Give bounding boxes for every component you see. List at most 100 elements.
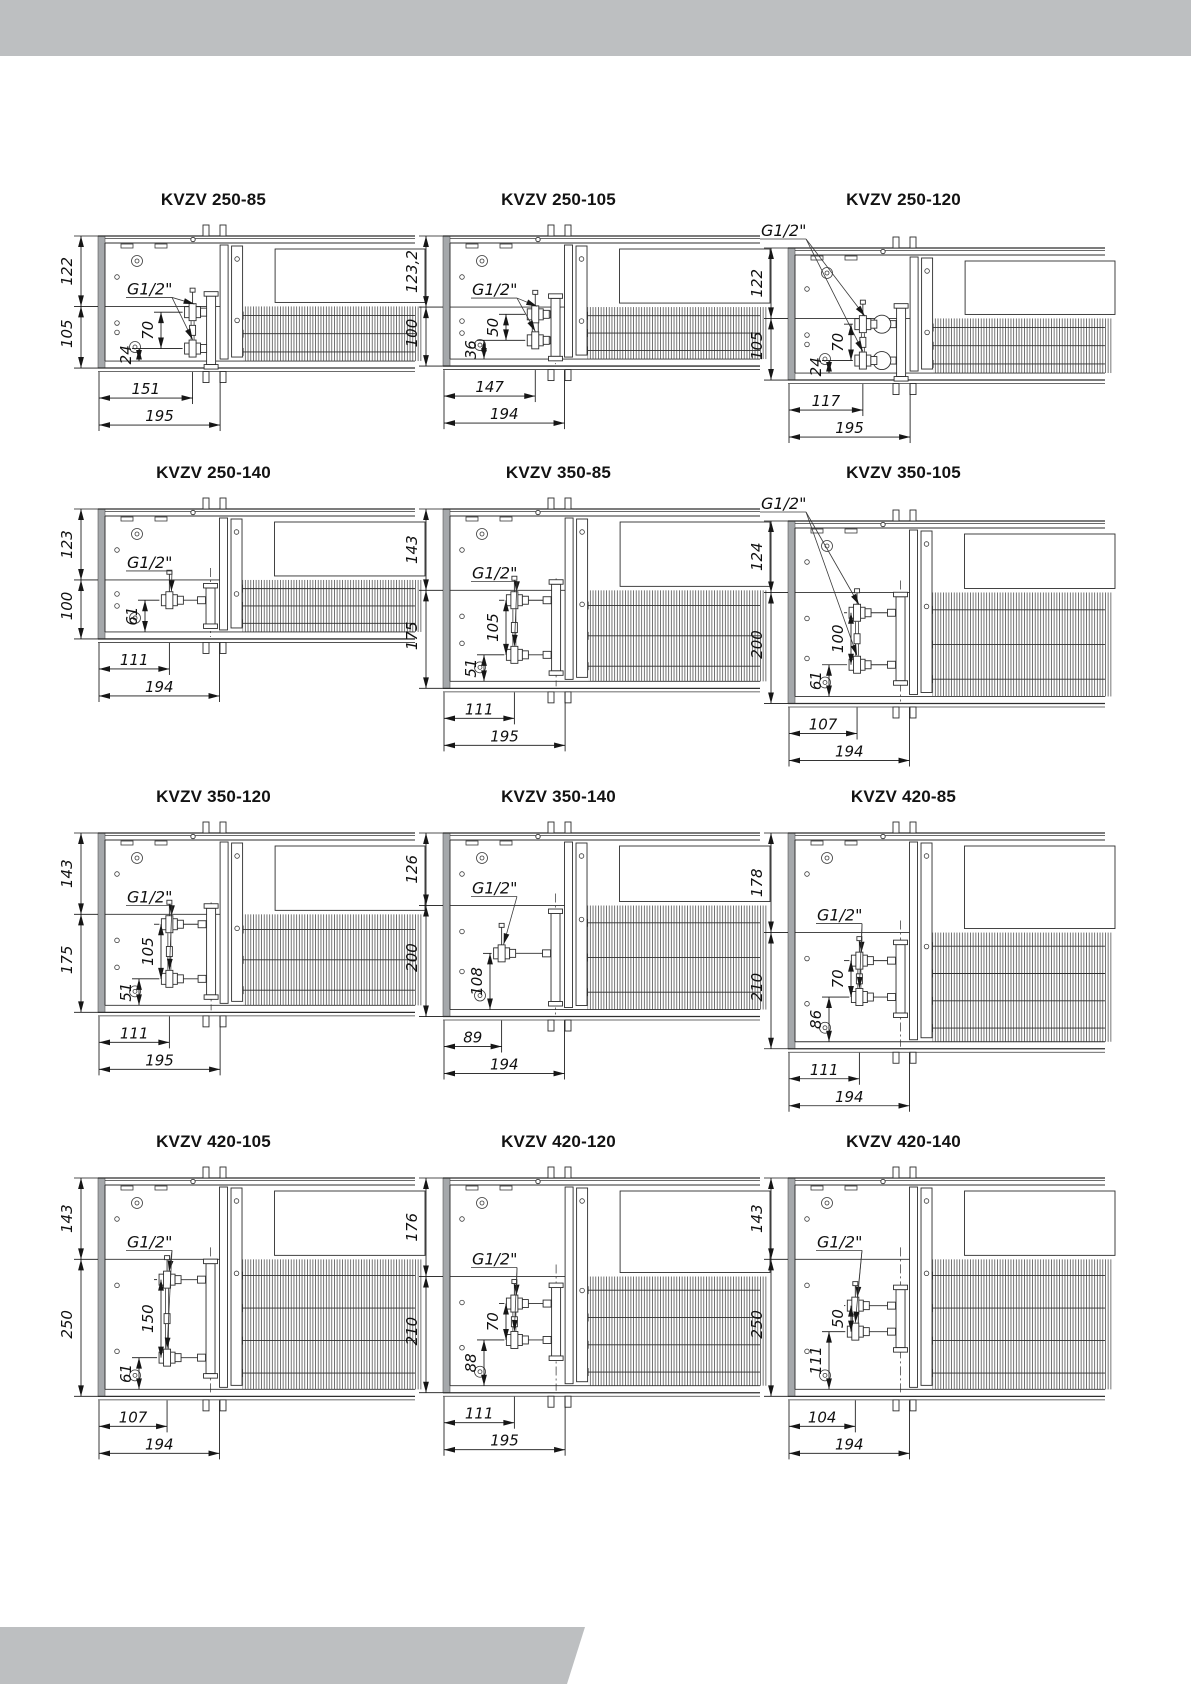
dim-label: 126 (403, 855, 421, 884)
dim-label: 143 (58, 859, 76, 888)
bracket (921, 257, 934, 370)
inner-dimensions: 70 86 (807, 960, 854, 1042)
screw-icon (819, 353, 831, 365)
dim-label: 147 (475, 378, 504, 396)
bottom-dimensions: 111 194 (788, 1052, 910, 1112)
hole (804, 332, 810, 338)
inner-dimensions: 108 (468, 952, 493, 1010)
thread-size-text: G1/2" (472, 280, 517, 299)
technical-drawing: G1/2" 126 200 108 89 194 (403, 821, 771, 1080)
leader-line (503, 896, 518, 945)
end-cap (787, 832, 796, 1050)
diagram-grid: KVZV 250-85 G1/2" 122 105 70 24 151 195 KVZV 2… (55, 190, 1116, 1479)
thread-label: G1/2" (816, 906, 865, 989)
drawing-holder: G1/2" 122 105 70 24 117 195 (745, 221, 1116, 447)
dim-label: 51 (117, 983, 135, 1002)
bottom-dimensions: 117 195 (788, 384, 911, 444)
bracket (576, 1187, 589, 1383)
mount-stub (909, 383, 917, 395)
hole (459, 1216, 465, 1222)
mount-stub (564, 1166, 572, 1179)
thread-label: G1/2" (760, 494, 860, 656)
mount-stub (219, 1399, 227, 1412)
diagram-cell: KVZV 350-85 G1/2" 143 175 105 51 111 195 (400, 463, 771, 787)
dim-label: 100 (58, 592, 76, 621)
end-plate (909, 529, 918, 695)
manifold (548, 1264, 564, 1391)
dim-label: 111 (465, 1405, 494, 1423)
drawing-holder: G1/2" 122 105 70 24 151 195 (55, 222, 426, 435)
outlet-valve (184, 339, 208, 358)
hole (459, 1299, 465, 1306)
inner-dimensions: 61 (123, 599, 160, 632)
dim-label: 143 (403, 535, 421, 564)
dim-label: 70 (829, 333, 847, 352)
mount-stub (202, 497, 210, 510)
hole (459, 274, 465, 280)
hole (114, 274, 120, 280)
screw-icon (474, 989, 486, 1002)
screw-icon (821, 540, 833, 552)
leader-line (516, 297, 538, 307)
outlet-valve (160, 969, 207, 988)
footer-shape (0, 1627, 585, 1684)
inlet-valve (526, 305, 552, 324)
bracket (230, 518, 243, 629)
end-plate (219, 244, 229, 360)
mount-stub (202, 224, 210, 237)
left-dimensions: 176 210 (403, 1177, 444, 1394)
inlet-valve (854, 314, 897, 334)
channel (442, 821, 771, 1032)
dim-label: 105 (484, 613, 502, 642)
diagram-title: KVZV 250-120 (846, 190, 961, 209)
channel (97, 497, 426, 654)
end-cap (442, 1177, 451, 1394)
bracket (920, 530, 933, 693)
mount-stub (564, 497, 572, 510)
dim-label: 100 (829, 624, 847, 653)
hole (804, 655, 810, 662)
dim-label: 117 (812, 392, 841, 410)
air-duct (274, 845, 426, 911)
dim-label: 143 (58, 1204, 76, 1233)
manifold (203, 567, 218, 637)
bracket (920, 1187, 933, 1386)
dim-label: 195 (490, 1432, 519, 1450)
screw-icon (821, 267, 833, 279)
dim-label: 210 (403, 1317, 421, 1346)
diagram-title: KVZV 350-105 (846, 463, 961, 482)
left-dimensions: 124 200 (748, 520, 789, 704)
hole (114, 603, 120, 609)
dim-label: 195 (490, 727, 519, 745)
air-duct (619, 248, 771, 304)
bottom-dimensions: 111 194 (98, 642, 220, 702)
hole (804, 1282, 810, 1289)
dim-label: 61 (807, 671, 825, 690)
dim-label: 194 (490, 405, 519, 423)
thread-size-text: G1/2" (127, 1232, 172, 1251)
dim-label: 122 (58, 257, 76, 286)
channel (787, 236, 1116, 395)
thread-label: G1/2" (471, 1250, 520, 1331)
air-duct (619, 521, 771, 587)
end-cap (787, 247, 796, 381)
dim-label: 100 (403, 319, 421, 348)
hole (804, 559, 810, 565)
screw-icon (131, 852, 143, 864)
dim-label: 24 (807, 357, 825, 376)
diagram-cell: KVZV 420-120 G1/2" 176 210 70 88 111 195 (400, 1132, 771, 1479)
outlet-valve (505, 645, 552, 664)
dim-label: 194 (145, 1435, 174, 1453)
mount-stub (202, 642, 210, 654)
mount-stub (547, 1395, 555, 1408)
hole (114, 964, 120, 971)
thread-label: G1/2" (816, 1232, 862, 1323)
dim-label: 86 (807, 1010, 825, 1029)
end-plate (219, 517, 228, 631)
diagram-cell: KVZV 420-105 G1/2" 143 250 150 61 107 194 (55, 1132, 426, 1479)
mount-stub (909, 1399, 917, 1412)
dim-label: 50 (484, 318, 502, 337)
mount-stub (202, 371, 210, 383)
end-plate (909, 1186, 918, 1388)
dim-label: 122 (748, 269, 766, 298)
